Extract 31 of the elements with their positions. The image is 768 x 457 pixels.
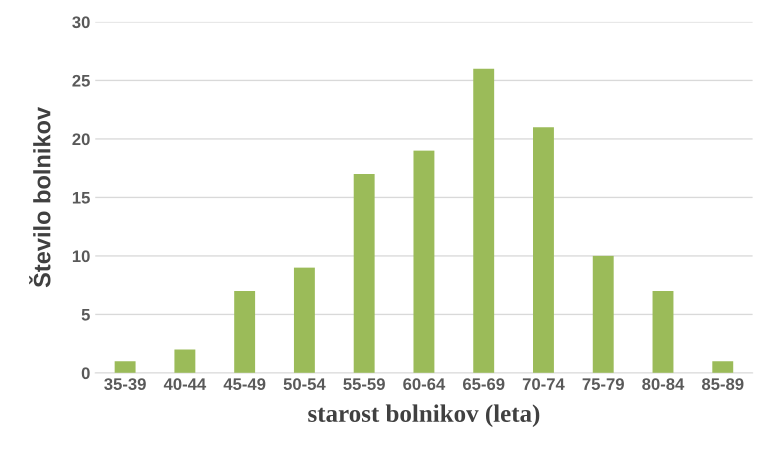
x-tick-label: 35-39: [104, 378, 146, 390]
x-tick-label: 70-74: [522, 378, 565, 390]
bar: [592, 256, 614, 373]
x-tick-label: 75-79: [582, 378, 624, 390]
y-tick-label: 25: [72, 74, 90, 87]
x-tick-label: 50-54: [284, 378, 326, 390]
bar: [294, 268, 315, 373]
x-tick-label: 60-64: [403, 378, 446, 390]
x-tick-label: 40-44: [164, 378, 206, 390]
y-tick-label: 30: [72, 16, 90, 28]
x-tick-label: 55-59: [343, 378, 385, 390]
bar: [174, 350, 196, 373]
bar: [413, 150, 434, 373]
y-tick-label: 5: [82, 308, 90, 321]
x-tick-label: 85-89: [702, 378, 744, 390]
y-axis-title: Število bolnikov: [29, 106, 50, 288]
bar: [234, 291, 256, 373]
bar: [354, 174, 375, 373]
y-tick-label: 0: [82, 367, 90, 380]
bar: [533, 127, 554, 373]
y-tick-label: 20: [72, 133, 90, 146]
x-tick-label: 45-49: [224, 378, 266, 390]
bar: [712, 361, 734, 373]
bar: [652, 291, 674, 373]
y-tick-label: 15: [72, 192, 90, 204]
x-tick-label: 80-84: [642, 378, 684, 390]
x-tick-label: 65-69: [463, 378, 504, 390]
bar: [114, 361, 136, 373]
bar: [473, 68, 494, 373]
y-tick-label: 10: [72, 250, 90, 262]
x-axis-title: starost bolnikov (leta): [308, 404, 540, 428]
